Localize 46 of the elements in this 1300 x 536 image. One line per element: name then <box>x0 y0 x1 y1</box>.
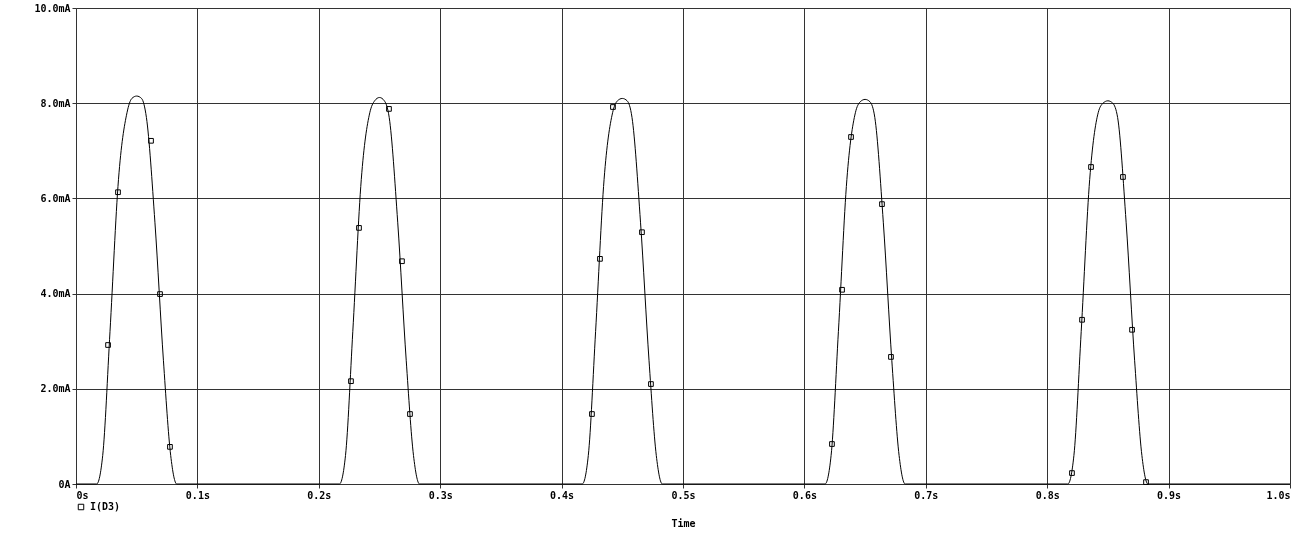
point <box>348 378 354 385</box>
point <box>1079 316 1085 323</box>
point <box>1129 326 1135 333</box>
x-axis-title: Time <box>671 517 696 529</box>
point <box>839 286 845 293</box>
x-tick-label: 0.8s <box>1035 489 1060 501</box>
point <box>879 201 885 207</box>
point <box>407 411 413 417</box>
point <box>167 444 173 450</box>
y-tick-label: 2.0mA <box>40 383 71 395</box>
point <box>1088 164 1094 170</box>
y-tick-label: 0A <box>58 478 71 490</box>
x-tick-label: 0s <box>76 489 89 501</box>
legend-label: I(D3) <box>90 501 121 512</box>
point <box>148 137 154 144</box>
x-tick-label: 0.2s <box>307 489 332 501</box>
x-tick-label: 0.5s <box>671 489 696 501</box>
point <box>115 189 121 196</box>
point <box>1143 479 1149 485</box>
x-tick-label: 0.4s <box>550 489 575 501</box>
point <box>1069 470 1075 476</box>
point <box>1120 174 1126 180</box>
y-tick-label: 4.0mA <box>40 288 71 300</box>
point <box>589 411 595 417</box>
x-tick-label: 0.6s <box>792 489 817 501</box>
point <box>829 441 835 447</box>
point <box>639 229 645 236</box>
y-tick-label: 10.0mA <box>34 2 71 14</box>
point <box>356 225 362 231</box>
point <box>888 354 894 360</box>
y-tick-label: 6.0mA <box>40 192 71 204</box>
point <box>848 134 854 140</box>
point <box>597 256 603 262</box>
x-tick-label: 0.1s <box>185 489 210 501</box>
line-series <box>75 95 1291 485</box>
point <box>399 258 405 265</box>
x-tick-label: 0.7s <box>914 489 939 501</box>
point <box>648 381 654 387</box>
point <box>386 106 392 112</box>
point <box>610 104 616 110</box>
x-tick-label: 0.3s <box>428 489 453 501</box>
x-tick-label: 1.0s <box>1266 489 1291 501</box>
point <box>105 342 111 348</box>
x-tick-label: 0.9s <box>1157 489 1182 501</box>
y-tick-label: 8.0mA <box>40 97 71 109</box>
point <box>157 291 163 297</box>
